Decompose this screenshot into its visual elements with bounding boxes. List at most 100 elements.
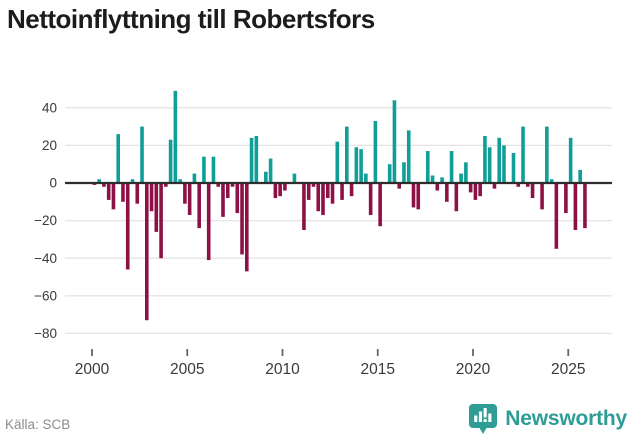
bar-2007Q2: [230, 183, 235, 187]
bar-2012Q2: [325, 183, 330, 199]
bar-2003Q3: [159, 183, 163, 259]
bar-2004Q1: [168, 139, 173, 183]
bar-2000Q3: [102, 183, 106, 187]
y-axis-tick-label: −80: [34, 326, 57, 341]
y-axis-tick-label: 40: [42, 100, 57, 115]
bar-2013Q3: [349, 183, 354, 197]
bar-2002Q2: [135, 183, 140, 204]
y-axis-tick-label: −60: [34, 288, 57, 303]
bar-2023Q4: [545, 126, 549, 183]
bar-2005Q2: [192, 173, 197, 183]
bar-2017Q1: [416, 183, 421, 210]
bar-2007Q4: [240, 183, 244, 255]
x-axis-tick-label: 2015: [361, 361, 395, 378]
bar-2025Q3: [578, 169, 582, 183]
bar-2001Q3: [121, 183, 125, 202]
bar-2016Q4: [411, 183, 416, 208]
bar-2008Q3: [254, 136, 259, 183]
y-axis-tick-label: −40: [34, 251, 57, 266]
x-axis-tick-label: 2005: [170, 361, 204, 378]
bar-2004Q3: [178, 179, 182, 183]
bar-2024Q2: [554, 183, 559, 249]
bar-2011Q4: [316, 183, 321, 212]
newsworthy-logo-icon: [469, 404, 498, 434]
bar-2020Q1: [473, 183, 478, 200]
bar-2022Q4: [525, 183, 530, 187]
bar-2009Q1: [264, 171, 268, 183]
bar-2005Q1: [187, 183, 192, 215]
bar-2016Q1: [397, 183, 401, 189]
x-axis-tick-label: 2025: [551, 361, 585, 378]
bar-2020Q3: [483, 136, 487, 183]
bar-2019Q4: [468, 183, 473, 193]
bar-2000Q2: [97, 179, 101, 183]
bar-2014Q1: [359, 149, 363, 183]
bar-2023Q3: [540, 183, 544, 210]
bar-2016Q2: [402, 162, 406, 183]
bar-2011Q3: [311, 183, 316, 187]
bar-2018Q3: [445, 183, 449, 202]
bar-2006Q1: [206, 183, 211, 261]
bar-2008Q1: [245, 183, 249, 272]
bar-2018Q4: [449, 151, 454, 183]
y-axis-tick-label: 0: [49, 176, 57, 191]
bar-2007Q1: [225, 183, 230, 199]
newsworthy-wordmark: Newsworthy: [505, 407, 627, 430]
bar-2017Q4: [430, 175, 435, 183]
bar-2013Q4: [354, 147, 359, 183]
bar-2001Q1: [111, 183, 116, 210]
bar-2010Q3: [292, 173, 297, 183]
bar-2010Q1: [283, 183, 287, 191]
bar-2000Q4: [106, 183, 111, 200]
bar-2014Q4: [373, 120, 378, 183]
bar-2003Q1: [149, 183, 154, 212]
bar-2018Q1: [435, 183, 440, 191]
bar-2018Q2: [440, 177, 444, 183]
bar-2020Q4: [487, 147, 492, 183]
bar-2004Q2: [173, 90, 178, 183]
bar-2009Q2: [268, 158, 273, 183]
page-title: Nettoinflyttning till Robertsfors: [7, 4, 375, 34]
bar-2013Q2: [345, 126, 349, 183]
bar-2021Q1: [492, 183, 497, 189]
bar-2009Q4: [278, 183, 282, 197]
bar-2025Q1: [568, 137, 573, 183]
bar-2024Q1: [549, 179, 554, 183]
bar-2006Q3: [216, 183, 221, 187]
x-axis-tick-label: 2020: [456, 361, 491, 378]
bar-2002Q4: [144, 183, 149, 321]
bar-2023Q1: [530, 183, 535, 199]
bar-2022Q2: [516, 183, 521, 187]
bar-2024Q4: [564, 183, 568, 214]
bar-2025Q2: [573, 183, 578, 230]
bar-2020Q2: [478, 183, 482, 197]
source-label: Källa: SCB: [5, 417, 71, 432]
migration-bar-chart: 40 20 0 −20 −40 −60 −80 2000 2005 2010 2015 2020 202…: [34, 90, 612, 378]
newsworthy-brand[interactable]: Newsworthy: [468, 403, 627, 435]
bar-2021Q2: [497, 137, 502, 183]
bar-2016Q3: [406, 130, 411, 183]
bar-2021Q3: [502, 145, 506, 183]
bar-2003Q4: [164, 183, 168, 187]
bar-2019Q3: [464, 162, 468, 183]
bar-2001Q4: [125, 183, 130, 270]
bar-2022Q1: [511, 152, 516, 183]
bar-2012Q1: [321, 183, 325, 215]
bar-2014Q3: [368, 183, 373, 215]
bar-2001Q2: [116, 134, 121, 183]
footer: Källa: SCB Newsworthy: [0, 397, 631, 439]
bar-2009Q3: [273, 183, 278, 199]
bar-2006Q2: [211, 156, 216, 183]
bar-2002Q3: [140, 126, 144, 183]
x-axis-tick-label: 2010: [265, 361, 300, 378]
bar-2015Q1: [378, 183, 382, 227]
bar-2012Q3: [330, 183, 335, 204]
bar-2008Q2: [249, 137, 254, 183]
bar-2011Q2: [306, 183, 311, 200]
x-axis-tick-label: 2000: [75, 361, 110, 378]
bar-2025Q4: [583, 183, 587, 229]
bar-2006Q4: [221, 183, 225, 217]
bar-2015Q4: [392, 100, 397, 183]
bar-2005Q3: [197, 183, 201, 229]
